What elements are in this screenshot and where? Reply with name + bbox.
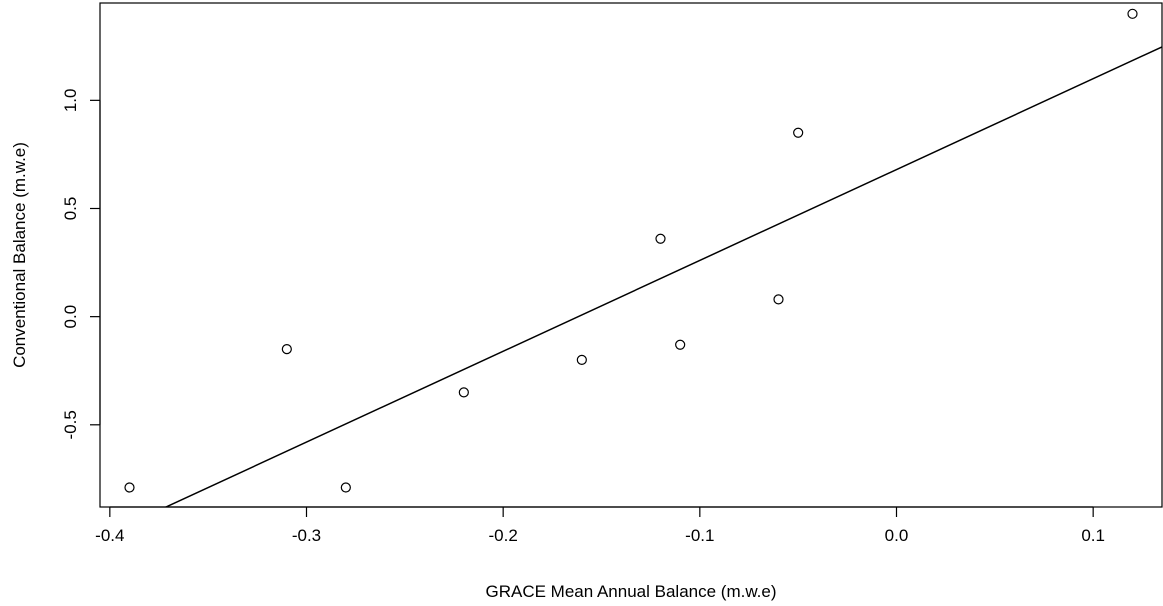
data-point: [793, 127, 804, 138]
data-point: [1127, 8, 1138, 19]
y-tick-label: -0.5: [61, 410, 80, 439]
plot-frame: [99, 2, 1163, 508]
x-tick-label: -0.2: [489, 526, 518, 545]
data-point: [675, 339, 686, 350]
data-point: [576, 354, 587, 366]
x-axis-label: GRACE Mean Annual Balance (m.w.e): [485, 582, 776, 601]
x-tick-label: -0.3: [292, 526, 321, 545]
data-point: [655, 233, 666, 244]
y-axis-label: Conventional Balance (m.w.e): [10, 142, 29, 368]
data-point: [773, 294, 784, 305]
data-point: [281, 343, 292, 355]
x-tick-label: -0.4: [95, 526, 124, 545]
x-tick-label: 0.0: [885, 526, 909, 545]
y-axis: -0.5 0.0 0.5 1.0: [61, 89, 101, 439]
data-point: [458, 387, 469, 398]
data-point: [124, 482, 135, 493]
regression-line: [164, 46, 1163, 507]
y-tick-label: 0.5: [61, 197, 80, 221]
x-tick-label: 0.1: [1081, 526, 1105, 545]
y-tick-label: 1.0: [61, 89, 80, 113]
x-tick-label: -0.1: [685, 526, 714, 545]
y-tick-label: 0.0: [61, 305, 80, 329]
x-axis: -0.4 -0.3 -0.2 -0.1 0.0 0.1: [95, 506, 1105, 545]
data-point: [340, 482, 351, 493]
